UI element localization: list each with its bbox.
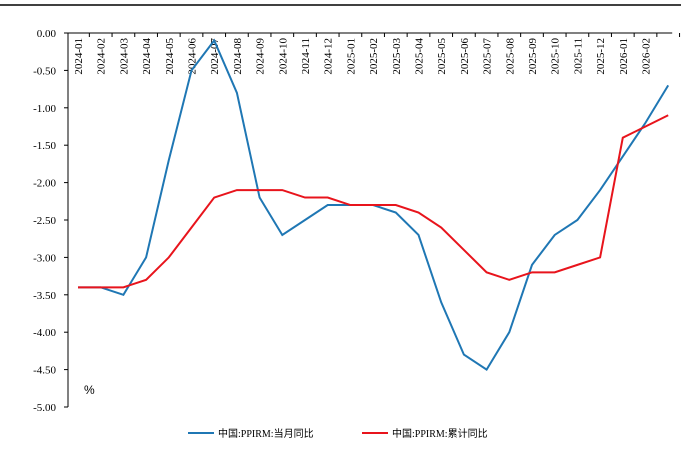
x-tick-label: 2024-10 xyxy=(277,38,289,75)
legend-label: 中国:PPIRM:累计同比 xyxy=(392,427,488,440)
y-tick-label: -4.50 xyxy=(33,365,56,377)
x-tick-label: 2024-07 xyxy=(209,38,221,75)
x-tick-label: 2025-08 xyxy=(504,38,516,75)
x-tick-label: 2024-05 xyxy=(164,38,176,75)
legend-label: 中国:PPIRM:当月同比 xyxy=(218,427,314,440)
y-tick-label: -1.00 xyxy=(33,103,56,115)
x-tick-label: 2024-01 xyxy=(73,38,85,75)
y-tick-label: -3.00 xyxy=(33,252,56,264)
x-tick-label: 2025-07 xyxy=(482,38,494,75)
x-tick-label: 2024-11 xyxy=(300,38,312,74)
x-tick-label: 2025-03 xyxy=(391,38,403,75)
x-tick-label: 2025-10 xyxy=(550,38,562,75)
legend: 中国:PPIRM:当月同比 中国:PPIRM:累计同比 xyxy=(188,427,488,440)
x-tick-label: 2025-01 xyxy=(345,38,357,75)
y-tick-label: -3.50 xyxy=(33,290,56,302)
x-tick-label: 2024-08 xyxy=(232,38,244,75)
x-tick-label: 2024-12 xyxy=(323,38,335,75)
x-tick-label: 2024-02 xyxy=(96,38,108,75)
x-tick-label: 2024-03 xyxy=(118,38,130,75)
y-tick-label: -2.50 xyxy=(33,215,56,227)
x-tick-label: 2025-11 xyxy=(572,38,584,74)
x-tick-label: 2026-02 xyxy=(641,38,653,75)
x-tick-label: 2026-01 xyxy=(618,38,630,75)
x-tick-label: 2025-06 xyxy=(459,38,471,75)
y-tick-label: -2.00 xyxy=(33,178,56,190)
x-tick-label: 2024-04 xyxy=(141,38,153,75)
x-tick-label: 2025-09 xyxy=(527,38,539,75)
x-tick-label: 2025-05 xyxy=(436,38,448,75)
x-tick-label: 2025-04 xyxy=(414,38,426,75)
y-tick-label: 0.00 xyxy=(37,28,57,40)
y-tick-label: -4.00 xyxy=(33,327,56,339)
y-tick-label: -5.00 xyxy=(33,402,56,414)
x-tick-label: 2025-12 xyxy=(595,38,607,75)
y-tick-label: -1.50 xyxy=(33,140,56,152)
x-tick-label: 2024-09 xyxy=(255,38,267,75)
unit-annotation: % xyxy=(84,383,95,397)
x-tick-label: 2025-02 xyxy=(368,38,380,75)
line-series xyxy=(78,114,669,289)
y-tick-label: -0.50 xyxy=(33,65,56,77)
